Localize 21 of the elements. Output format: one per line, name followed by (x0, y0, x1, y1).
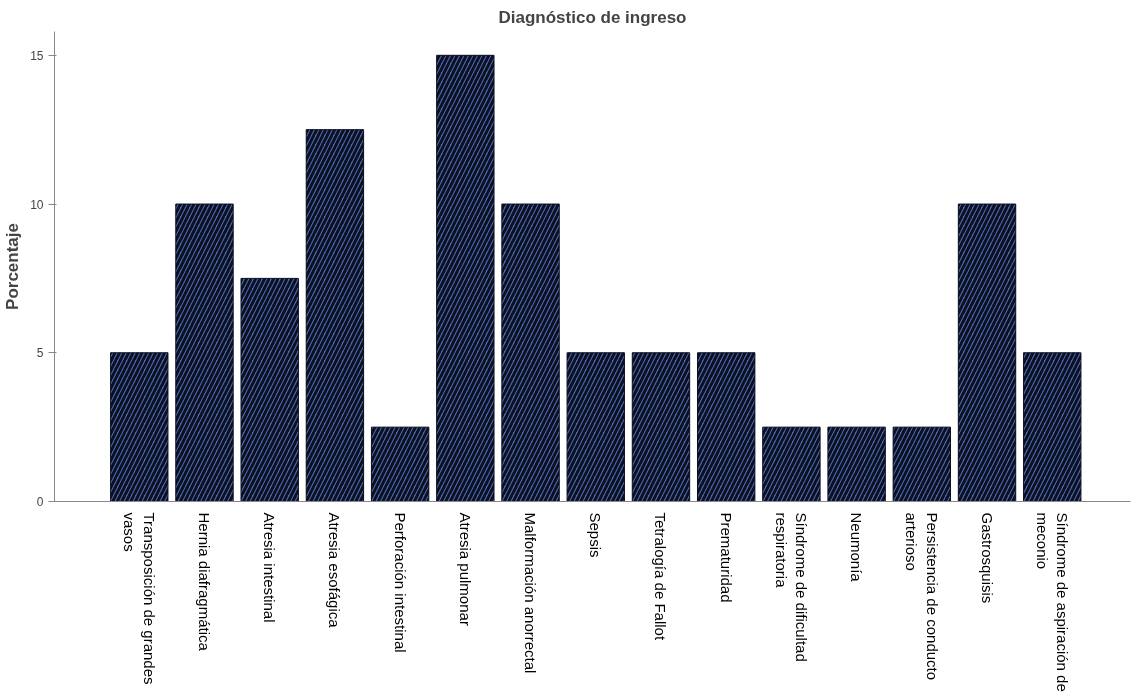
x-tick-label: Neumonía (848, 512, 866, 583)
x-tick-label: Hernia diafragmática (195, 512, 213, 652)
x-tick-label: Sepsis (587, 512, 605, 558)
y-tick-label: 0 (36, 495, 44, 509)
y-tick-label: 10 (30, 197, 44, 212)
x-tick-label: Síndrome de aspiración de meconio (1033, 512, 1071, 692)
x-tick-label: Prematuridad (717, 512, 735, 603)
y-tick-label: 15 (30, 48, 44, 63)
y-tick-label: 5 (36, 346, 44, 361)
x-tick-label: Síndrome de dificultad respiratoria (772, 512, 811, 662)
x-tick-label: Transposición de grandes vasos (120, 512, 158, 685)
x-tick-label: Gastrosquisis (978, 512, 996, 604)
x-tick-label: Atresia esofágica (326, 512, 344, 629)
x-tick-label: Tetralogía de Fallot (652, 512, 670, 641)
x-tick-label: Perforación intestinal (391, 512, 409, 653)
x-tick-label: Malformación anorrectal (522, 512, 540, 674)
x-tick-label: Persistencia de conducto arterioso (903, 512, 941, 681)
x-tick-label: Atresia intestinal (261, 512, 279, 623)
x-tick-label: Atresia pulmonar (456, 512, 474, 626)
chart-title: Diagnóstico de ingreso (498, 7, 687, 27)
y-axis-title: Porcentaje (3, 223, 23, 310)
